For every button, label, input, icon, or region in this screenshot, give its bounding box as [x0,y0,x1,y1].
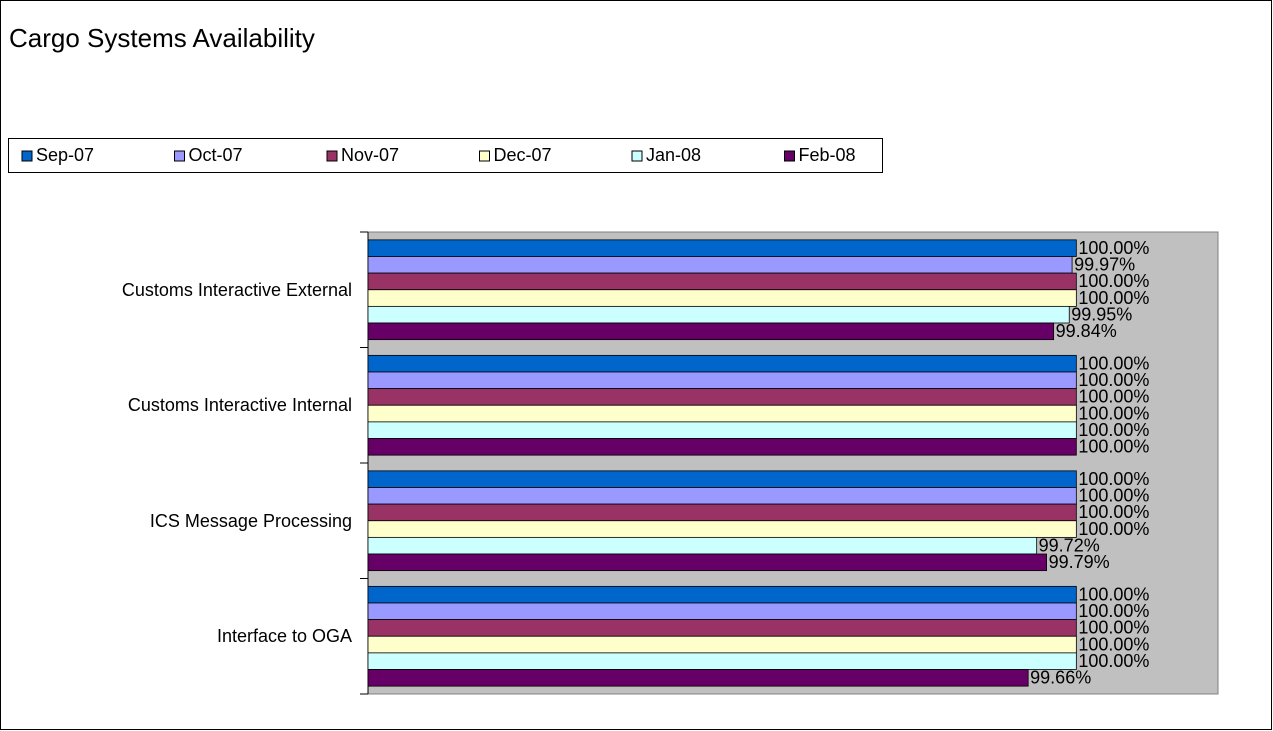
value-label: 100.00% [1078,519,1149,539]
bar [367,585,1077,604]
bar [367,388,1077,406]
legend-label: Feb-08 [799,145,856,165]
value-label: 100.00% [1078,403,1149,423]
legend-label: Nov-07 [341,145,399,165]
category-label: ICS Message Processing [149,510,352,531]
value-label: 99.84% [1056,321,1117,341]
value-label: 99.95% [1071,304,1132,324]
bar [367,470,1077,488]
value-label: 100.00% [1078,271,1149,291]
legend-swatch [174,150,185,162]
value-label: 100.00% [1078,651,1149,671]
value-label: 100.00% [1078,420,1149,440]
value-label: 99.97% [1074,255,1135,275]
bar [367,553,1047,572]
category-label: Customs Interactive Internal [127,395,352,416]
value-label: 99.79% [1049,552,1110,572]
legend-box [8,138,883,173]
bar [367,404,1077,423]
legend-swatch [631,150,643,162]
legend-swatch [326,150,338,162]
bar [367,536,1038,555]
value-label: 100.00% [1078,370,1149,390]
bar [367,272,1077,291]
legend-label: Jan-08 [646,145,701,165]
value-label: 100.00% [1078,469,1149,489]
bar [367,669,1029,687]
legend-label: Dec-07 [494,145,552,165]
bar [367,652,1077,670]
legend-label: Oct-07 [189,145,243,165]
bar [367,305,1070,324]
bar [367,322,1055,341]
value-label: 99.72% [1039,535,1100,555]
value-label: 99.66% [1030,668,1091,688]
value-label: 100.00% [1078,601,1149,621]
bar [367,503,1077,522]
legend-swatch [784,150,795,162]
value-label: 100.00% [1078,584,1149,604]
value-label: 100.00% [1078,618,1149,638]
value-label: 100.00% [1078,437,1149,457]
legend-swatch [479,150,490,162]
bar [367,371,1077,390]
legend-label: Sep-07 [36,145,94,165]
chart-title: Cargo Systems Availability [9,23,315,53]
category-label: Customs Interactive External [121,279,352,300]
bar [367,438,1077,456]
value-label: 100.00% [1078,387,1149,407]
bar [367,635,1077,654]
bar [367,289,1077,307]
bar [367,619,1077,637]
bar [367,256,1073,274]
bar [367,520,1077,538]
legend-swatch [21,150,33,162]
bar [367,602,1077,621]
value-label: 100.00% [1078,486,1149,506]
value-label: 100.00% [1078,238,1149,258]
value-label: 100.00% [1078,288,1149,308]
value-label: 100.00% [1078,502,1149,522]
bar [367,354,1077,373]
bar [367,239,1077,257]
category-label: Interface to OGA [216,626,352,647]
value-label: 100.00% [1078,353,1149,373]
bar [367,487,1077,505]
value-label: 100.00% [1078,634,1149,654]
bar [367,421,1077,439]
